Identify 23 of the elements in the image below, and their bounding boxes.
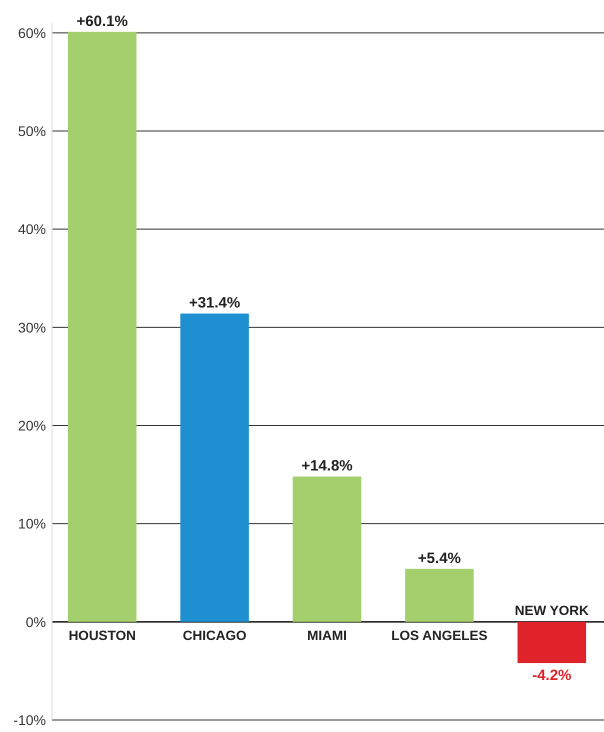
bar bbox=[518, 622, 586, 664]
data-label: +14.8% bbox=[301, 458, 353, 475]
x-tick-label: HOUSTON bbox=[68, 628, 136, 643]
y-tick-label: 60% bbox=[18, 24, 46, 41]
y-tick-label: 30% bbox=[18, 319, 46, 336]
data-label: +31.4% bbox=[188, 294, 240, 312]
y-tick-label: 20% bbox=[18, 417, 46, 434]
bar bbox=[180, 314, 249, 622]
y-tick-label: 0% bbox=[26, 614, 46, 630]
data-label: +5.4% bbox=[418, 550, 461, 567]
bar bbox=[292, 476, 362, 622]
bar bbox=[405, 568, 474, 622]
y-tick-label: 50% bbox=[18, 122, 46, 139]
y-tick-label: 40% bbox=[18, 221, 46, 238]
x-tick-label: MIAMI bbox=[307, 628, 347, 643]
bar bbox=[68, 32, 136, 622]
x-tick-label: CHICAGO bbox=[182, 628, 246, 643]
data-label: +60.1% bbox=[76, 12, 128, 30]
y-tick-label: 10% bbox=[18, 516, 46, 532]
x-tick-label: NEW YORK bbox=[514, 602, 590, 618]
x-tick-label: LOS ANGELES bbox=[391, 628, 488, 643]
data-label: -4.2% bbox=[532, 667, 572, 684]
y-tick-label: -10% bbox=[13, 712, 46, 728]
